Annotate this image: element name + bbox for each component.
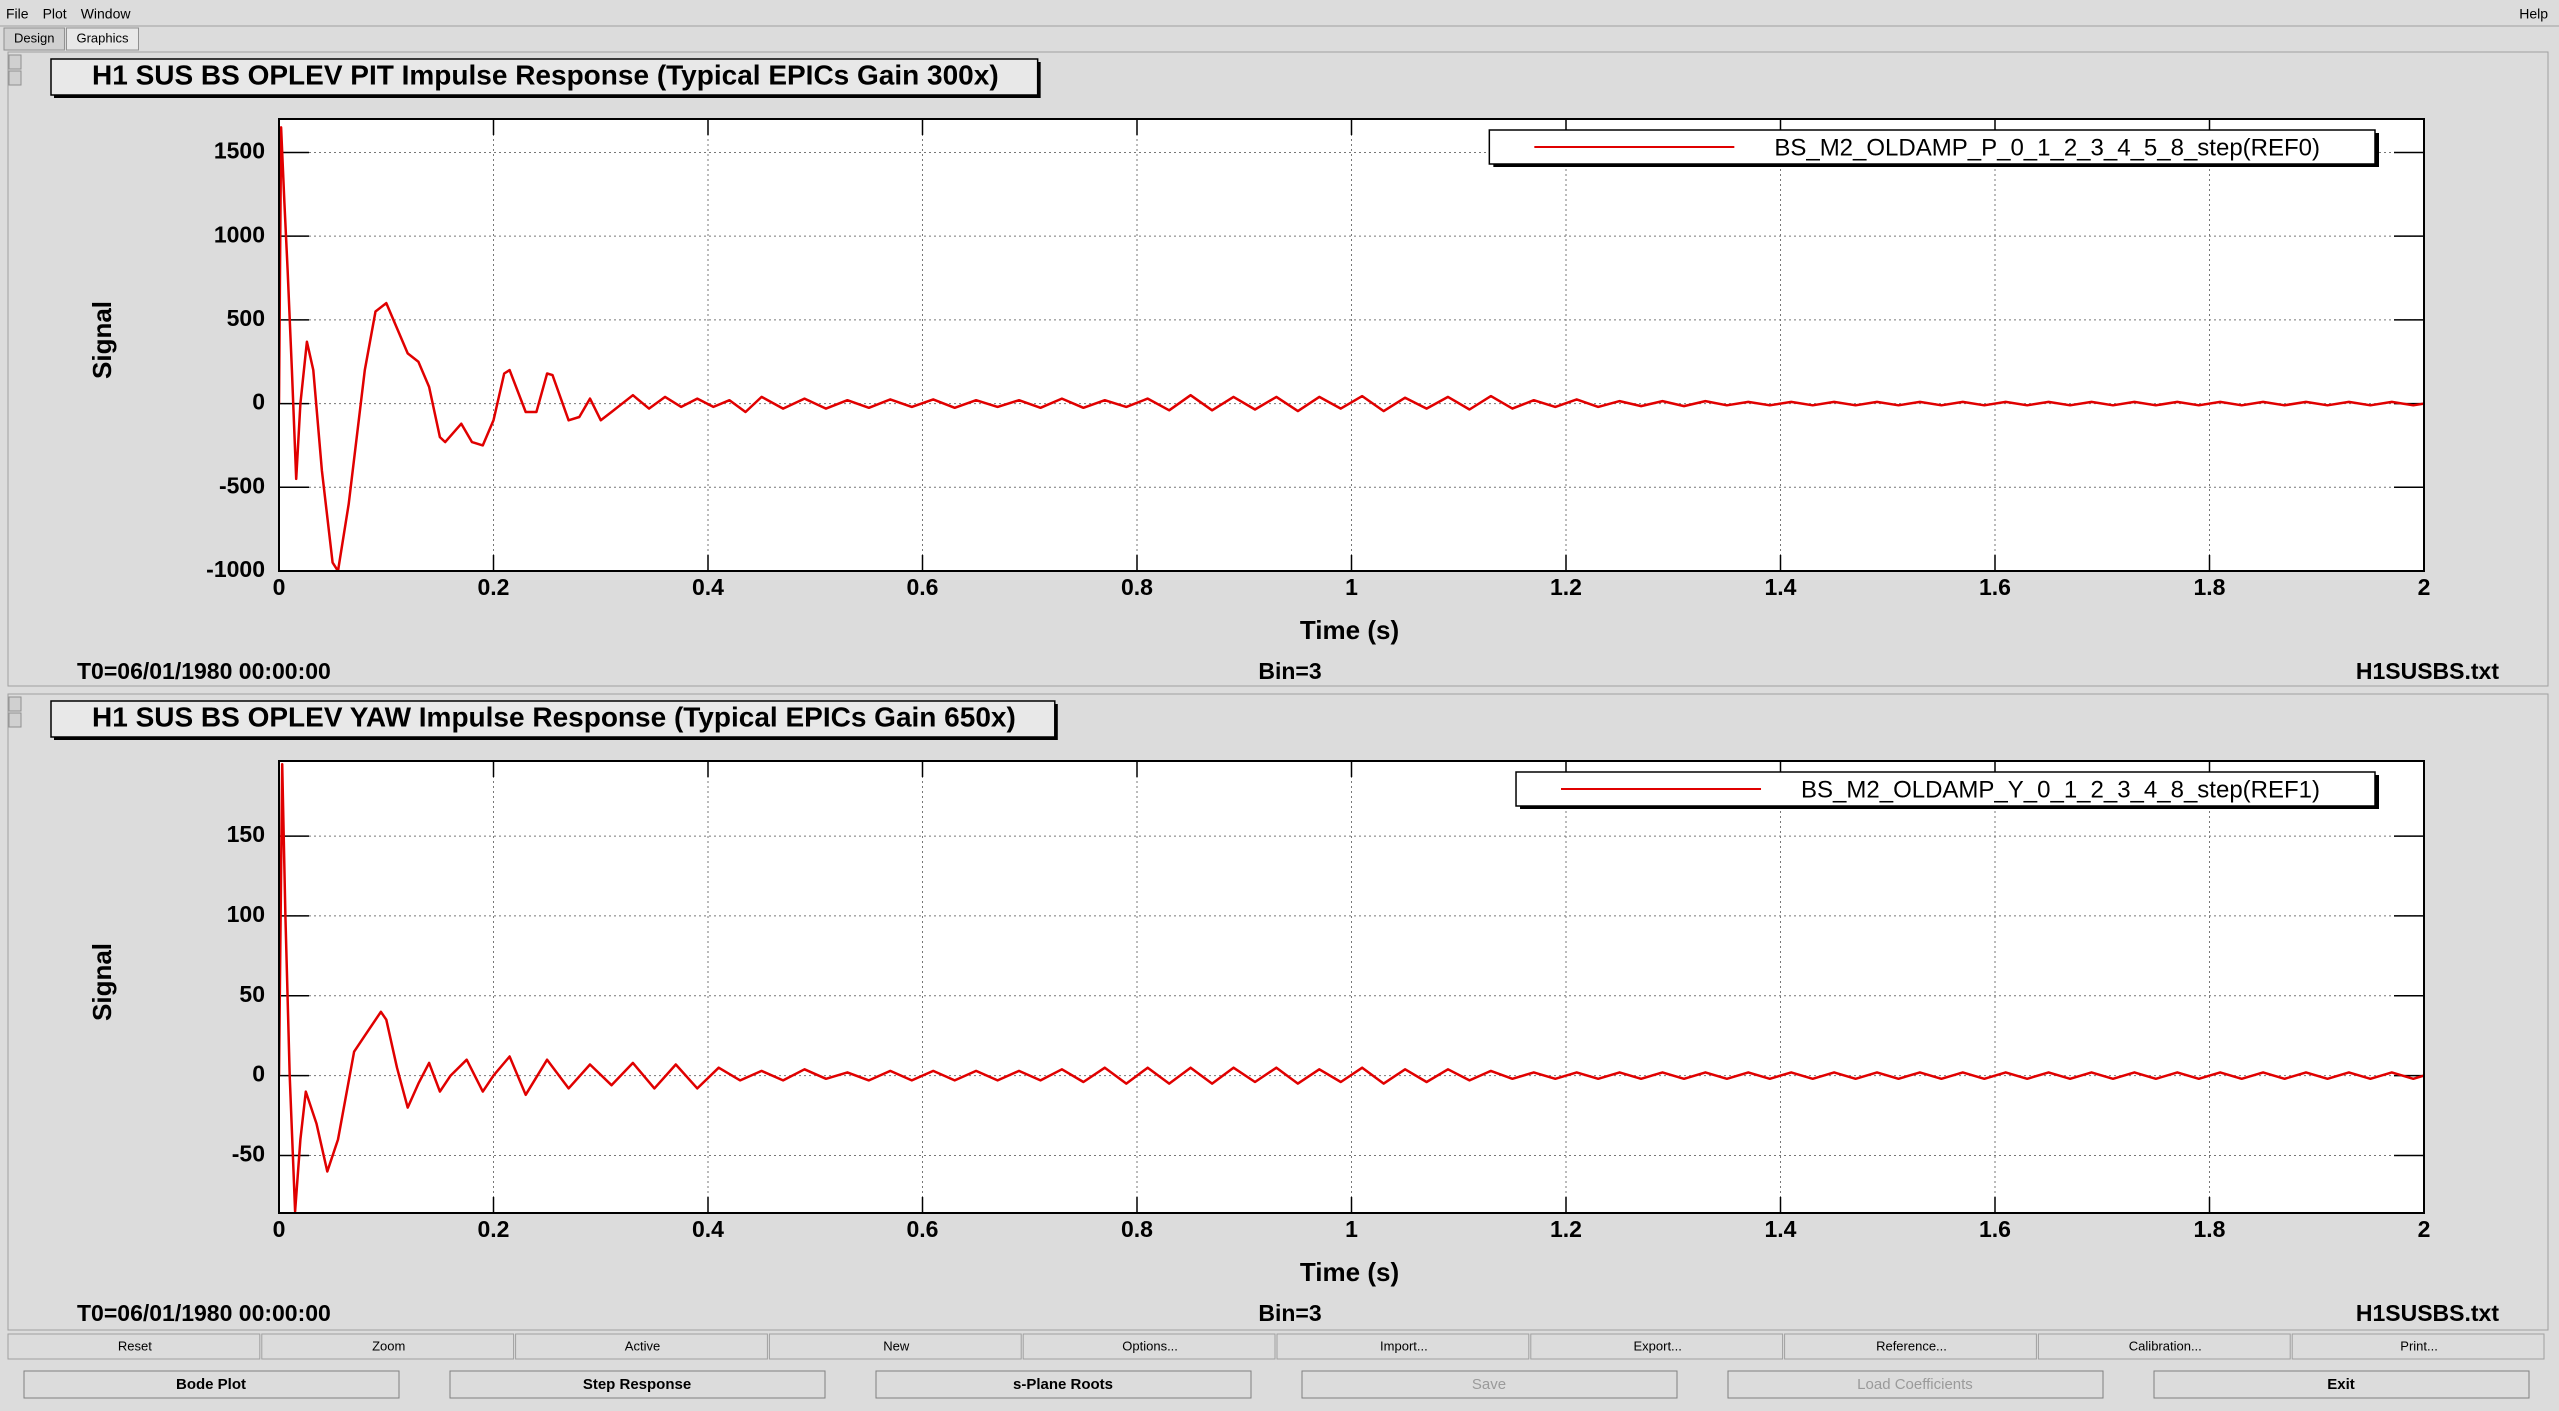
- x-tick-label: 0: [273, 1216, 286, 1242]
- x-tick-label: 1.2: [1550, 574, 1582, 600]
- action-button: [1727, 1370, 2104, 1399]
- toolbar-button-label[interactable]: Active: [625, 1338, 660, 1353]
- x-tick-label: 1: [1345, 574, 1358, 600]
- legend-label: BS_M2_OLDAMP_P_0_1_2_3_4_5_8_step(REF0): [1774, 134, 2320, 161]
- x-tick-label: 0.6: [907, 574, 939, 600]
- toolbar-button-label[interactable]: New: [883, 1338, 910, 1353]
- data-line: [279, 762, 2424, 1213]
- action-button[interactable]: [2153, 1370, 2530, 1399]
- x-tick-label: 1.8: [2194, 574, 2226, 600]
- y-axis-label: Signal: [87, 943, 117, 1021]
- y-tick-label: -50: [232, 1141, 265, 1167]
- toolbar-button[interactable]: [1276, 1333, 1530, 1360]
- action-button-label[interactable]: s-Plane Roots: [1013, 1376, 1113, 1393]
- arrow-button[interactable]: [8, 54, 22, 70]
- action-button[interactable]: [23, 1370, 400, 1399]
- action-button: [1301, 1370, 1678, 1399]
- y-tick-label: 1000: [214, 221, 265, 247]
- toolbar-button[interactable]: [2291, 1333, 2545, 1360]
- x-tick-label: 0.8: [1121, 574, 1153, 600]
- action-button-label[interactable]: Exit: [2327, 1376, 2355, 1393]
- y-tick-label: 0: [252, 389, 265, 415]
- chart-title: H1 SUS BS OPLEV YAW Impulse Response (Ty…: [92, 701, 1016, 732]
- y-tick-label: 1500: [214, 138, 265, 164]
- x-tick-label: 0.4: [692, 1216, 724, 1242]
- legend-label: BS_M2_OLDAMP_Y_0_1_2_3_4_8_step(REF1): [1801, 776, 2320, 803]
- footer-right: H1SUSBS.txt: [2356, 1300, 2499, 1326]
- plot-frame: [278, 760, 2425, 1214]
- action-button-label[interactable]: Step Response: [583, 1376, 691, 1393]
- footer-left: T0=06/01/1980 00:00:00: [77, 1300, 331, 1326]
- y-tick-label: 500: [227, 305, 265, 331]
- toolbar-button[interactable]: [2037, 1333, 2291, 1360]
- x-tick-label: 1: [1345, 1216, 1358, 1242]
- y-tick-label: 0: [252, 1061, 265, 1087]
- toolbar-button[interactable]: [515, 1333, 768, 1360]
- tab-label[interactable]: Design: [14, 30, 54, 45]
- y-axis-label: Signal: [87, 301, 117, 379]
- y-tick-label: 100: [227, 901, 265, 927]
- data-line: [279, 126, 2424, 571]
- x-tick-label: 2: [2418, 1216, 2431, 1242]
- x-tick-label: 2: [2418, 574, 2431, 600]
- footer-center: Bin=3: [1258, 658, 1321, 684]
- x-tick-label: 0.6: [907, 1216, 939, 1242]
- action-button-label: Load Coefficients: [1857, 1376, 1973, 1393]
- chart-title: H1 SUS BS OPLEV PIT Impulse Response (Ty…: [92, 59, 999, 90]
- x-tick-label: 1.6: [1979, 574, 2011, 600]
- x-tick-label: 1.2: [1550, 1216, 1582, 1242]
- x-tick-label: 0: [273, 574, 286, 600]
- footer-center: Bin=3: [1258, 1300, 1321, 1326]
- x-tick-label: 0.8: [1121, 1216, 1153, 1242]
- y-tick-label: 150: [227, 821, 265, 847]
- x-tick-label: 0.2: [478, 1216, 510, 1242]
- action-button-label[interactable]: Bode Plot: [176, 1376, 246, 1393]
- x-tick-label: 1.8: [2194, 1216, 2226, 1242]
- toolbar-button-label[interactable]: Reset: [118, 1338, 152, 1353]
- toolbar-button-label[interactable]: Print...: [2400, 1338, 2438, 1353]
- plot-frame: [278, 118, 2425, 572]
- toolbar-button-label[interactable]: Export...: [1633, 1338, 1681, 1353]
- x-axis-label: Time (s): [1300, 615, 1399, 645]
- toolbar-button[interactable]: [7, 1333, 261, 1360]
- arrow-button[interactable]: [8, 70, 22, 86]
- x-axis-label: Time (s): [1300, 1257, 1399, 1287]
- y-tick-label: -1000: [206, 556, 265, 582]
- toolbar-button[interactable]: [1022, 1333, 1276, 1360]
- menu-item[interactable]: Window: [81, 6, 132, 22]
- tab-label[interactable]: Graphics: [76, 30, 129, 45]
- title-box: [50, 700, 1056, 738]
- toolbar-button[interactable]: [1784, 1333, 2037, 1360]
- toolbar-button-label[interactable]: Import...: [1380, 1338, 1428, 1353]
- action-button-label: Save: [1472, 1376, 1506, 1393]
- x-tick-label: 1.4: [1765, 1216, 1797, 1242]
- y-tick-label: 50: [239, 981, 265, 1007]
- arrow-button[interactable]: [8, 696, 22, 712]
- toolbar-button-label[interactable]: Zoom: [372, 1338, 405, 1353]
- menu-item[interactable]: Plot: [43, 6, 67, 22]
- tab[interactable]: [65, 27, 139, 51]
- x-tick-label: 1.6: [1979, 1216, 2011, 1242]
- title-box: [50, 58, 1039, 96]
- menu-item[interactable]: File: [6, 6, 29, 22]
- x-tick-label: 0.4: [692, 574, 724, 600]
- arrow-button[interactable]: [8, 712, 22, 728]
- action-button[interactable]: [449, 1370, 826, 1399]
- x-tick-label: 1.4: [1765, 574, 1797, 600]
- help-menu[interactable]: Help: [2519, 6, 2548, 22]
- footer-right: H1SUSBS.txt: [2356, 658, 2499, 684]
- x-tick-label: 0.2: [478, 574, 510, 600]
- toolbar-button[interactable]: [1530, 1333, 1784, 1360]
- y-tick-label: -500: [219, 472, 265, 498]
- toolbar-button-label[interactable]: Calibration...: [2129, 1338, 2202, 1353]
- toolbar-button-label[interactable]: Options...: [1122, 1338, 1178, 1353]
- toolbar-button[interactable]: [768, 1333, 1022, 1360]
- footer-left: T0=06/01/1980 00:00:00: [77, 658, 331, 684]
- toolbar-button[interactable]: [261, 1333, 515, 1360]
- action-button[interactable]: [875, 1370, 1252, 1399]
- toolbar-button-label[interactable]: Reference...: [1876, 1338, 1947, 1353]
- tab[interactable]: [3, 27, 65, 51]
